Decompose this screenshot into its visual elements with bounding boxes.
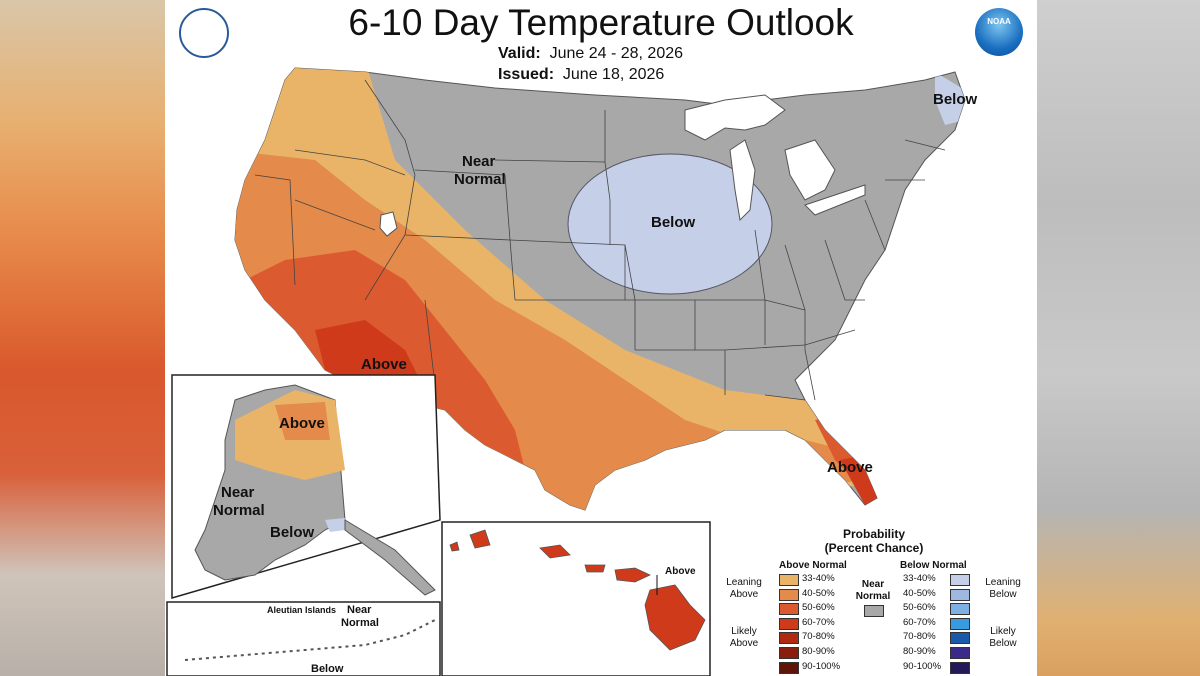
legend-title-line2: (Percent Chance)	[824, 541, 924, 555]
legend-above-swatch	[779, 661, 799, 674]
legend-above-swatch	[779, 603, 799, 616]
legend-above-swatch	[779, 632, 799, 645]
label-aleutian-below: Below	[311, 663, 344, 675]
legend-above-label: 40-50%	[802, 587, 835, 599]
legend-likely-below-line1: Likely	[990, 626, 1016, 637]
legend-leaning-above-line2: Above	[729, 589, 759, 600]
label-alaska-below: Below	[270, 524, 315, 541]
legend-below-swatch	[950, 603, 970, 616]
label-above-alaska: Above	[279, 415, 325, 432]
legend-below-swatch	[950, 661, 970, 674]
legend-leaning-below-line2: Below	[989, 589, 1017, 600]
midwest-below-region	[567, 153, 773, 295]
legend-below-label: 50-60%	[903, 602, 936, 614]
aleutian-inset: Aleutian Islands Near Normal Below	[166, 601, 441, 676]
legend-leaning-below: Leaning Below	[978, 577, 1028, 601]
legend-above-label: 50-60%	[802, 602, 835, 614]
legend-above-label: 60-70%	[802, 616, 835, 628]
legend-above-swatch	[779, 617, 799, 630]
outlook-map-panel: NOAA 6-10 Day Temperature Outlook Valid:…	[165, 0, 1037, 676]
label-near-normal-line1: Near	[462, 153, 496, 170]
legend-likely-below-line2: Below	[989, 638, 1017, 649]
legend-above-label: 90-100%	[802, 660, 841, 672]
legend-likely-above: Likely Above	[722, 626, 766, 650]
label-aleutian-near-line2: Normal	[341, 617, 379, 629]
legend-likely-above-line1: Likely	[731, 626, 757, 637]
hawaii-inset: Above	[441, 521, 711, 676]
noaa-logo-text: NOAA	[987, 17, 1011, 26]
alaska-inset: Above Near Normal Below	[171, 374, 441, 599]
legend-below-label: 60-70%	[903, 616, 936, 628]
great-salt-lake	[379, 211, 398, 237]
label-alaska-near-line1: Near	[221, 484, 255, 501]
legend-below-header: Below Normal	[900, 560, 967, 571]
label-below-midwest: Below	[651, 214, 696, 231]
legend-below-label: 40-50%	[903, 587, 936, 599]
state-borders	[254, 79, 946, 401]
valid-value: June 24 - 28, 2026	[549, 45, 684, 62]
label-aleutian-near-line1: Near	[347, 604, 372, 616]
legend-title-line1: Probability	[842, 527, 905, 541]
issued-label: Issued:	[498, 66, 555, 83]
map-title: 6-10 Day Temperature Outlook	[348, 2, 854, 43]
legend-below-label: 90-100%	[903, 660, 942, 672]
label-hawaii-above: Above	[665, 566, 696, 577]
legend-above-swatch	[779, 588, 799, 601]
label-alaska-near-line2: Normal	[213, 502, 265, 519]
legend-above-swatch	[779, 647, 799, 659]
label-above-florida: Above	[827, 459, 873, 476]
legend-near-line2: Normal	[855, 591, 891, 602]
issued-line: Issued: June 18, 2026	[498, 66, 664, 84]
label-above-southwest: Above	[361, 356, 407, 373]
legend-likely-below: Likely Below	[978, 626, 1028, 650]
conus-map: Near Normal Below Below Above Above Abov…	[166, 67, 978, 676]
valid-line: Valid: June 24 - 28, 2026	[498, 45, 683, 63]
commerce-seal-icon	[179, 8, 229, 58]
legend-above-label: 80-90%	[802, 646, 835, 657]
blurred-background-right	[1037, 0, 1200, 676]
valid-label: Valid:	[498, 45, 541, 62]
legend-near-line1: Near	[861, 579, 885, 590]
legend-above-swatch	[779, 574, 799, 586]
great-lakes	[684, 94, 866, 222]
legend-leaning-below-line1: Leaning	[985, 577, 1021, 588]
legend-above-header: Above Normal	[779, 560, 847, 571]
legend-below-label: 33-40%	[903, 573, 936, 584]
maine-below-region	[935, 72, 965, 125]
legend-below-swatch	[950, 647, 970, 659]
noaa-logo-icon: NOAA	[975, 8, 1023, 56]
label-aleutian-islands: Aleutian Islands	[267, 605, 336, 615]
legend-below-swatch	[950, 574, 970, 586]
legend-near-normal: Near Normal	[853, 579, 893, 603]
legend-below-swatch	[950, 632, 970, 645]
legend-above-label: 33-40%	[802, 573, 835, 584]
blurred-background-left	[0, 0, 165, 676]
legend-below-swatch	[950, 588, 970, 601]
legend-below-label: 70-80%	[903, 631, 936, 643]
legend-likely-above-line2: Above	[729, 638, 759, 649]
legend-below-label: 80-90%	[903, 646, 936, 657]
legend-below-swatch	[950, 617, 970, 630]
legend-title: Probability (Percent Chance)	[779, 527, 969, 555]
legend-above-label: 70-80%	[802, 631, 835, 643]
legend-leaning-above-line1: Leaning	[726, 577, 762, 588]
label-near-normal-line2: Normal	[454, 171, 506, 188]
legend-leaning-above: Leaning Above	[722, 577, 766, 601]
legend-near-normal-swatch	[864, 605, 884, 617]
label-below-maine: Below	[933, 91, 978, 108]
issued-value: June 18, 2026	[562, 66, 665, 83]
